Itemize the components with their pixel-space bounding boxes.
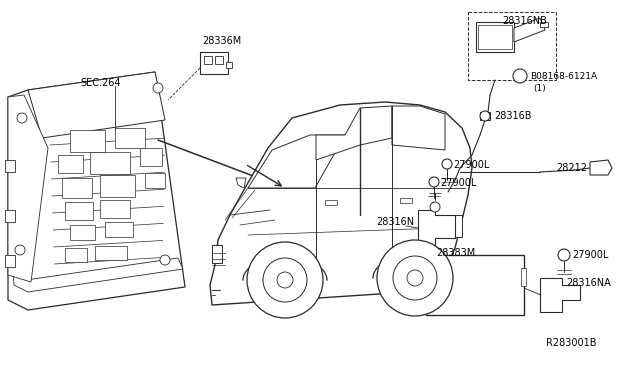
- Text: 28383M: 28383M: [436, 248, 476, 258]
- Bar: [100, 175, 135, 197]
- Bar: [200, 52, 228, 74]
- Bar: [521, 268, 526, 286]
- Bar: [140, 148, 162, 166]
- Text: 27900L: 27900L: [453, 160, 490, 170]
- Polygon shape: [316, 106, 392, 160]
- Circle shape: [160, 255, 170, 265]
- Polygon shape: [418, 210, 455, 248]
- Bar: [145, 173, 165, 188]
- Bar: [58, 155, 83, 173]
- Bar: [65, 202, 93, 220]
- Bar: [215, 56, 223, 64]
- Circle shape: [558, 249, 570, 261]
- Polygon shape: [590, 160, 612, 175]
- Bar: [476, 22, 514, 52]
- Bar: [400, 198, 412, 203]
- Circle shape: [277, 272, 293, 288]
- Text: 28316N: 28316N: [376, 217, 414, 227]
- Bar: [212, 245, 222, 263]
- Polygon shape: [540, 278, 580, 312]
- Circle shape: [263, 258, 307, 302]
- Text: B08168-6121A: B08168-6121A: [530, 72, 597, 81]
- Bar: [426, 296, 438, 308]
- Bar: [426, 278, 438, 290]
- Bar: [540, 22, 548, 27]
- Circle shape: [442, 159, 452, 169]
- Bar: [70, 225, 95, 240]
- Bar: [468, 12, 556, 80]
- Text: 28316B: 28316B: [494, 111, 531, 121]
- Bar: [65, 248, 87, 262]
- Text: 28212: 28212: [556, 163, 587, 173]
- Polygon shape: [28, 72, 165, 138]
- Polygon shape: [514, 18, 545, 42]
- Bar: [115, 128, 145, 148]
- Bar: [478, 25, 512, 49]
- Bar: [226, 62, 232, 68]
- Polygon shape: [248, 135, 345, 188]
- Circle shape: [407, 270, 423, 286]
- Bar: [90, 152, 130, 174]
- Bar: [62, 178, 92, 198]
- Polygon shape: [13, 258, 183, 292]
- Bar: [5, 210, 15, 222]
- Circle shape: [153, 83, 163, 93]
- Bar: [204, 56, 212, 64]
- Bar: [95, 246, 127, 260]
- Text: SEC.264: SEC.264: [80, 78, 120, 88]
- Bar: [480, 112, 490, 120]
- Circle shape: [430, 202, 440, 212]
- Polygon shape: [8, 72, 185, 310]
- Bar: [5, 255, 15, 267]
- Polygon shape: [210, 102, 472, 305]
- Bar: [452, 215, 462, 237]
- Circle shape: [393, 256, 437, 300]
- Polygon shape: [392, 106, 445, 150]
- Bar: [5, 160, 15, 172]
- Text: 27900L: 27900L: [440, 178, 476, 188]
- Bar: [426, 255, 524, 315]
- Circle shape: [480, 111, 490, 121]
- Bar: [105, 222, 133, 237]
- Circle shape: [377, 240, 453, 316]
- Polygon shape: [8, 95, 48, 282]
- Text: 28316NB: 28316NB: [502, 16, 547, 26]
- Circle shape: [513, 69, 527, 83]
- Text: R283001B: R283001B: [546, 338, 596, 348]
- Bar: [70, 130, 105, 152]
- Bar: [325, 200, 337, 205]
- Text: 28336M: 28336M: [202, 36, 241, 46]
- Text: 27900L: 27900L: [572, 250, 609, 260]
- Bar: [100, 200, 130, 218]
- Circle shape: [17, 113, 27, 123]
- Text: 28316NA: 28316NA: [566, 278, 611, 288]
- Circle shape: [429, 177, 439, 187]
- Bar: [426, 260, 438, 272]
- Circle shape: [247, 242, 323, 318]
- Polygon shape: [236, 178, 246, 188]
- Circle shape: [15, 245, 25, 255]
- Text: (1): (1): [533, 84, 546, 93]
